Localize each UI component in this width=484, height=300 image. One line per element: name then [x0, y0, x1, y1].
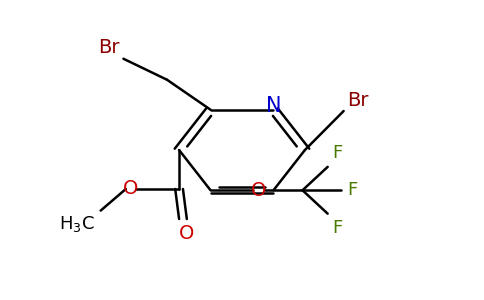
Text: O: O	[123, 179, 138, 199]
Text: F: F	[347, 181, 357, 199]
Text: Br: Br	[98, 38, 120, 57]
Text: O: O	[179, 224, 194, 243]
Text: Br: Br	[348, 91, 369, 110]
Text: F: F	[333, 144, 343, 162]
Text: N: N	[266, 96, 281, 116]
Text: O: O	[251, 181, 267, 200]
Text: F: F	[333, 219, 343, 237]
Text: H$_3$C: H$_3$C	[59, 214, 94, 235]
